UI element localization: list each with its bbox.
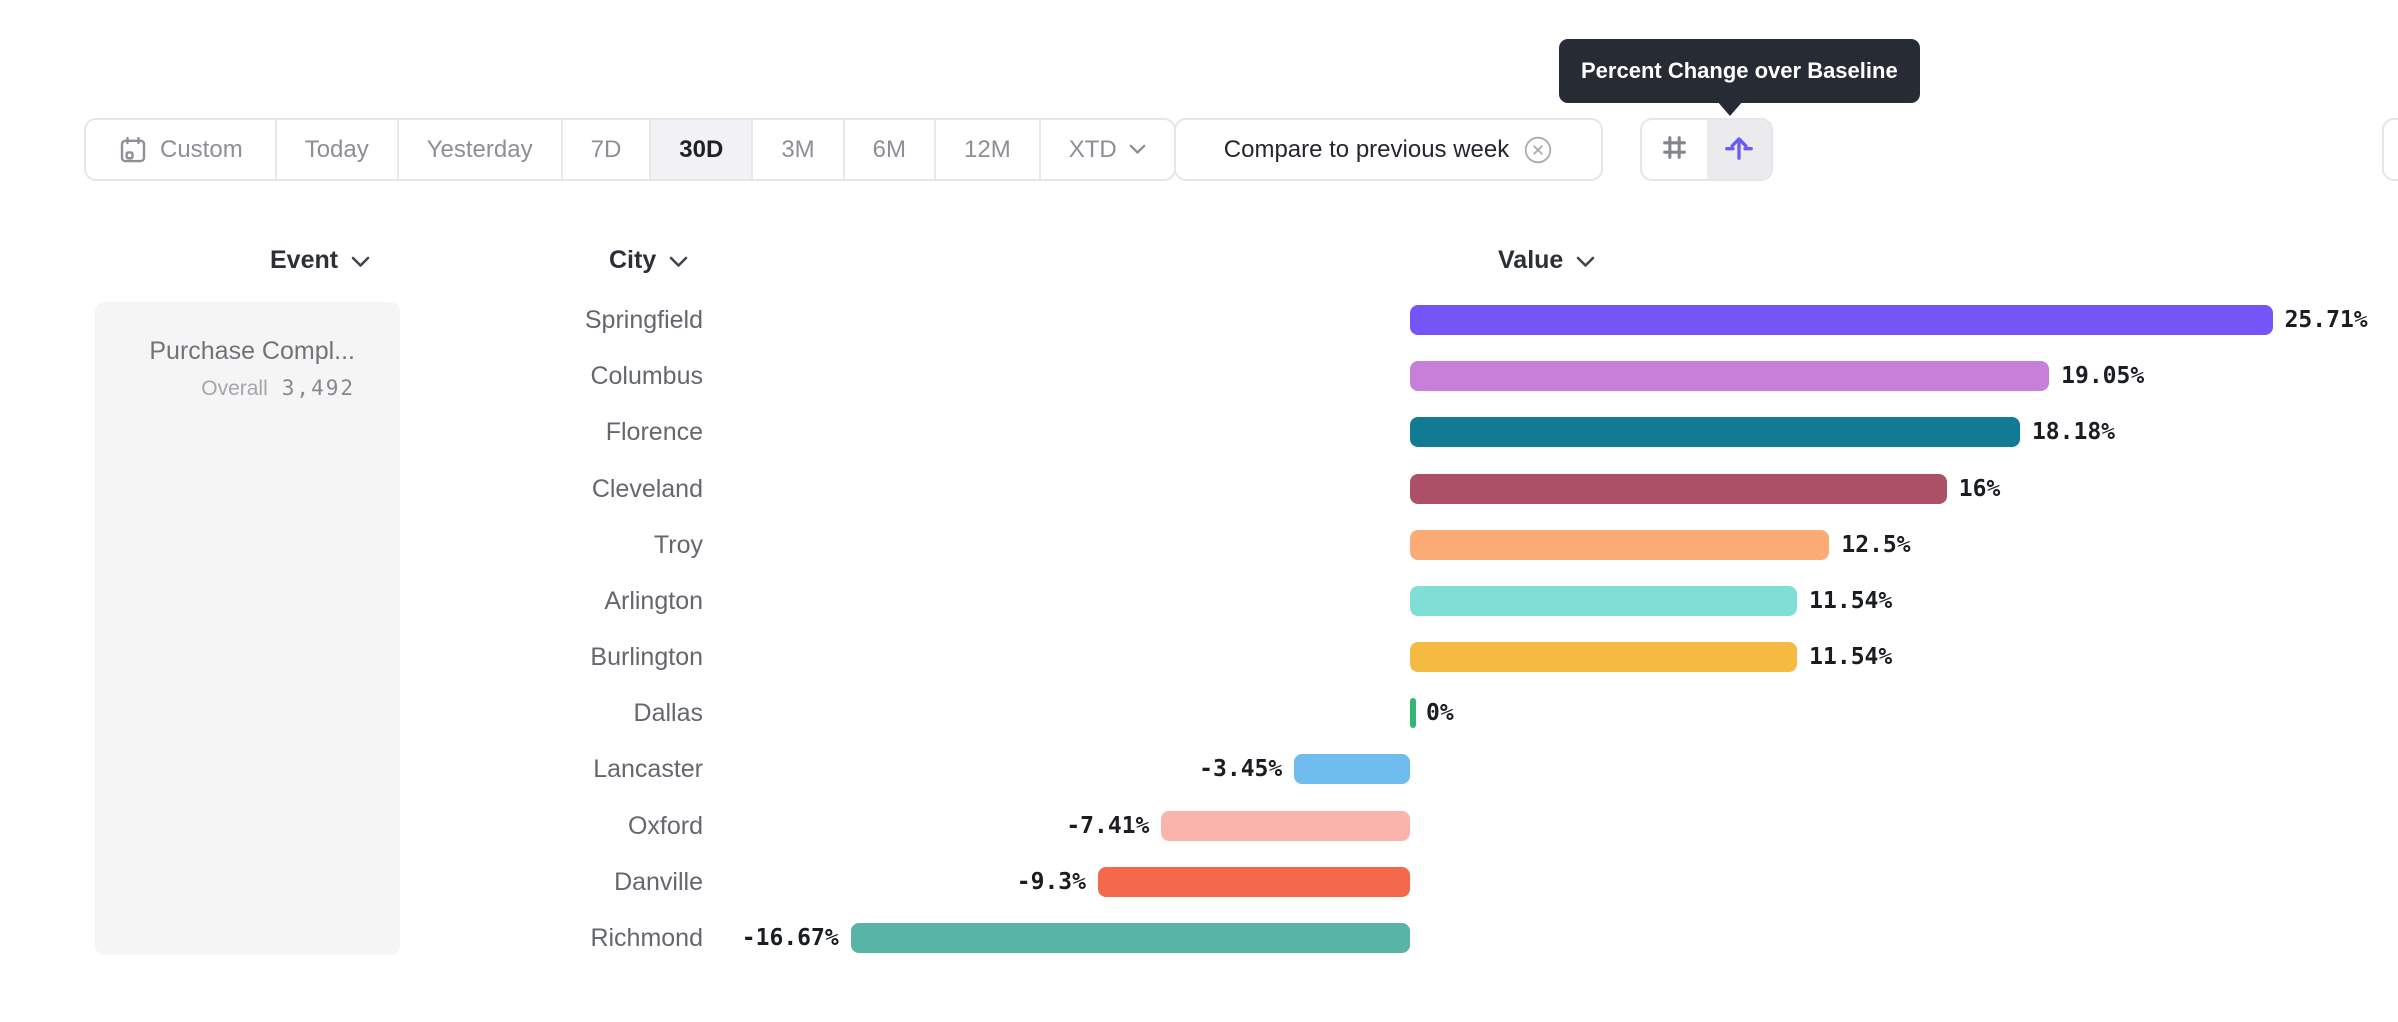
preset-label: 6M [872, 135, 906, 163]
bar-danville[interactable] [1097, 866, 1410, 897]
preset-7d[interactable]: 7D [563, 120, 652, 179]
value-label: -7.41% [1066, 812, 1150, 839]
column-header-label: Event [270, 245, 339, 274]
compare-chip[interactable]: Compare to previous week [1174, 118, 1603, 181]
value-label: 12.5% [1841, 531, 1911, 558]
column-header-label: Value [1498, 245, 1564, 274]
city-label: Danville [614, 867, 703, 896]
preset-yesterday[interactable]: Yesterday [399, 120, 563, 179]
bar-lancaster[interactable] [1294, 754, 1410, 785]
city-label: Dallas [633, 699, 703, 728]
value-label: 18.18% [2031, 419, 2116, 446]
value-label: 19.05% [2061, 363, 2145, 390]
preset-custom[interactable]: Custom [86, 120, 277, 179]
compare-label: Compare to previous week [1223, 135, 1510, 163]
tooltip-arrow [1717, 101, 1743, 116]
preset-label: XTD [1068, 135, 1117, 163]
value-label: 25.71% [2284, 307, 2368, 333]
column-header-event[interactable]: Event [270, 244, 370, 276]
preset-xtd[interactable]: XTD [1041, 120, 1174, 179]
bar-columbus[interactable] [1410, 361, 2050, 392]
column-header-label: City [609, 245, 657, 274]
bar-oxford[interactable] [1161, 810, 1410, 841]
city-label: Troy [653, 530, 703, 559]
event-card[interactable]: Purchase Compl... Overall 3,492 [95, 302, 400, 955]
remove-compare-icon[interactable] [1523, 135, 1553, 165]
column-header-city[interactable]: City [609, 244, 688, 276]
preset-label: 12M [964, 135, 1011, 163]
arrow-up-baseline-icon [1724, 132, 1754, 167]
overall-label: Overall [201, 377, 268, 400]
event-name: Purchase Compl... [149, 337, 355, 365]
city-label: Oxford [627, 811, 703, 840]
grid-view-button[interactable] [1642, 120, 1707, 179]
overall-value: 3,492 [281, 376, 355, 400]
event-overall: Overall 3,492 [95, 375, 355, 402]
date-range-picker: Custom Today Yesterday 7D 30D 3M 6M 12M XTD [84, 118, 1176, 181]
city-label: Columbus [590, 362, 703, 391]
preset-label: 30D [679, 135, 724, 163]
preset-label: 3M [781, 135, 815, 163]
city-label: Arlington [604, 586, 703, 615]
bar-troy[interactable] [1410, 529, 1830, 560]
view-toggle [1640, 118, 1773, 181]
value-label: 11.54% [1809, 644, 1893, 671]
city-label: Cleveland [591, 474, 703, 503]
value-label: -9.3% [1016, 868, 1086, 895]
preset-12m[interactable]: 12M [936, 120, 1041, 179]
city-label: Springfield [584, 306, 703, 334]
bar-cleveland[interactable] [1410, 473, 1947, 504]
value-label: -16.67% [741, 924, 839, 951]
value-label: 0% [1426, 700, 1454, 727]
preset-label: Custom [160, 135, 243, 163]
city-label: Florence [605, 418, 703, 447]
chevron-down-icon [351, 256, 370, 268]
preset-label: Today [304, 135, 369, 163]
chevron-down-icon [1576, 256, 1595, 268]
bar-dallas[interactable] [1410, 698, 1416, 729]
percent-change-view-button[interactable] [1706, 120, 1771, 179]
bar-arlington[interactable] [1410, 585, 1798, 616]
preset-label: Yesterday [426, 135, 533, 163]
preset-3m[interactable]: 3M [753, 120, 845, 179]
column-header-value[interactable]: Value [1498, 244, 1595, 276]
preset-today[interactable]: Today [277, 120, 399, 179]
calendar-icon [118, 135, 148, 165]
preset-6m[interactable]: 6M [845, 120, 936, 179]
city-label: Burlington [590, 643, 703, 672]
city-label: Lancaster [593, 755, 703, 784]
value-label: 11.54% [1809, 587, 1893, 614]
hash-icon [1660, 133, 1689, 167]
bar-springfield[interactable] [1410, 305, 2273, 335]
preset-30d[interactable]: 30D [651, 120, 754, 179]
chevron-down-icon [669, 256, 688, 268]
value-label: 16% [1958, 475, 2001, 502]
bar-burlington[interactable] [1410, 642, 1798, 673]
preset-label: 7D [590, 135, 622, 163]
tooltip-text: Percent Change over Baseline [1581, 58, 1898, 83]
bar-richmond[interactable] [850, 922, 1410, 953]
bar-florence[interactable] [1410, 417, 2020, 448]
value-label: -3.45% [1199, 756, 1283, 783]
clipped-button[interactable] [2382, 118, 2398, 181]
chevron-down-icon [1129, 144, 1146, 155]
tooltip: Percent Change over Baseline [1559, 39, 1920, 103]
city-label: Richmond [590, 923, 703, 952]
